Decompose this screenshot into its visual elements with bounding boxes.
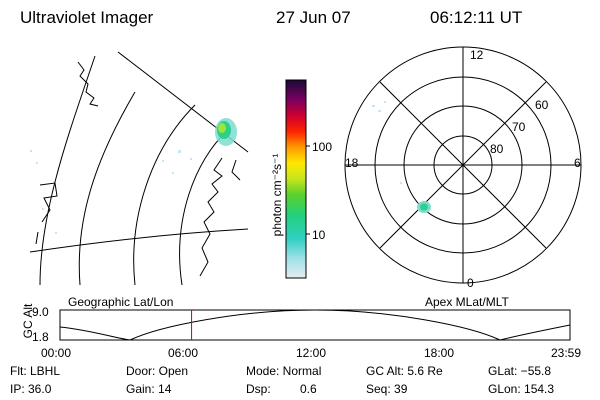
alt-ymin: 1.8 xyxy=(32,330,49,344)
polar-label-6: 6 xyxy=(574,156,581,170)
app-title: Ultraviolet Imager xyxy=(20,8,154,27)
polar-label-18: 18 xyxy=(345,156,359,170)
x-tick-1200: 12:00 xyxy=(296,346,327,360)
colorbar xyxy=(285,79,310,279)
x-tick-1800: 18:00 xyxy=(424,346,455,360)
info-dsp-value: 0.6 xyxy=(300,382,317,396)
date-display: 27 Jun 07 xyxy=(276,8,351,27)
x-tick-0000: 00:00 xyxy=(41,346,72,360)
geographic-label: Geographic Lat/Lon xyxy=(68,295,174,309)
info-gain: Gain: 14 xyxy=(126,382,172,396)
info-glon: GLon: 154.3 xyxy=(488,382,555,396)
info-dsp-label: Dsp: xyxy=(246,382,271,396)
info-seq: Seq: 39 xyxy=(366,382,408,396)
info-door: Door: Open xyxy=(126,364,189,378)
info-ip: IP: 36.0 xyxy=(10,382,52,396)
info-mode: Mode: Normal xyxy=(246,364,322,378)
info-flt: Flt: LBHL xyxy=(10,364,61,378)
apex-label: Apex MLat/MLT xyxy=(425,295,509,309)
x-tick-2359: 23:59 xyxy=(551,346,582,360)
polar-lat-80: 80 xyxy=(490,142,504,156)
info-gc-alt: GC Alt: 5.6 Re xyxy=(366,364,443,378)
alt-ymax: 9.0 xyxy=(32,305,49,319)
polar-label-0: 0 xyxy=(467,276,474,290)
info-glat: GLat: −55.8 xyxy=(488,364,552,378)
polar-lat-70: 70 xyxy=(512,120,526,134)
x-tick-0600: 06:00 xyxy=(168,346,199,360)
time-display: 06:12:11 UT xyxy=(430,8,523,27)
colorbar-tick-10: 10 xyxy=(312,228,326,242)
colorbar-tick-100: 100 xyxy=(312,140,333,154)
polar-label-12: 12 xyxy=(470,48,484,62)
polar-lat-60: 60 xyxy=(535,98,549,112)
